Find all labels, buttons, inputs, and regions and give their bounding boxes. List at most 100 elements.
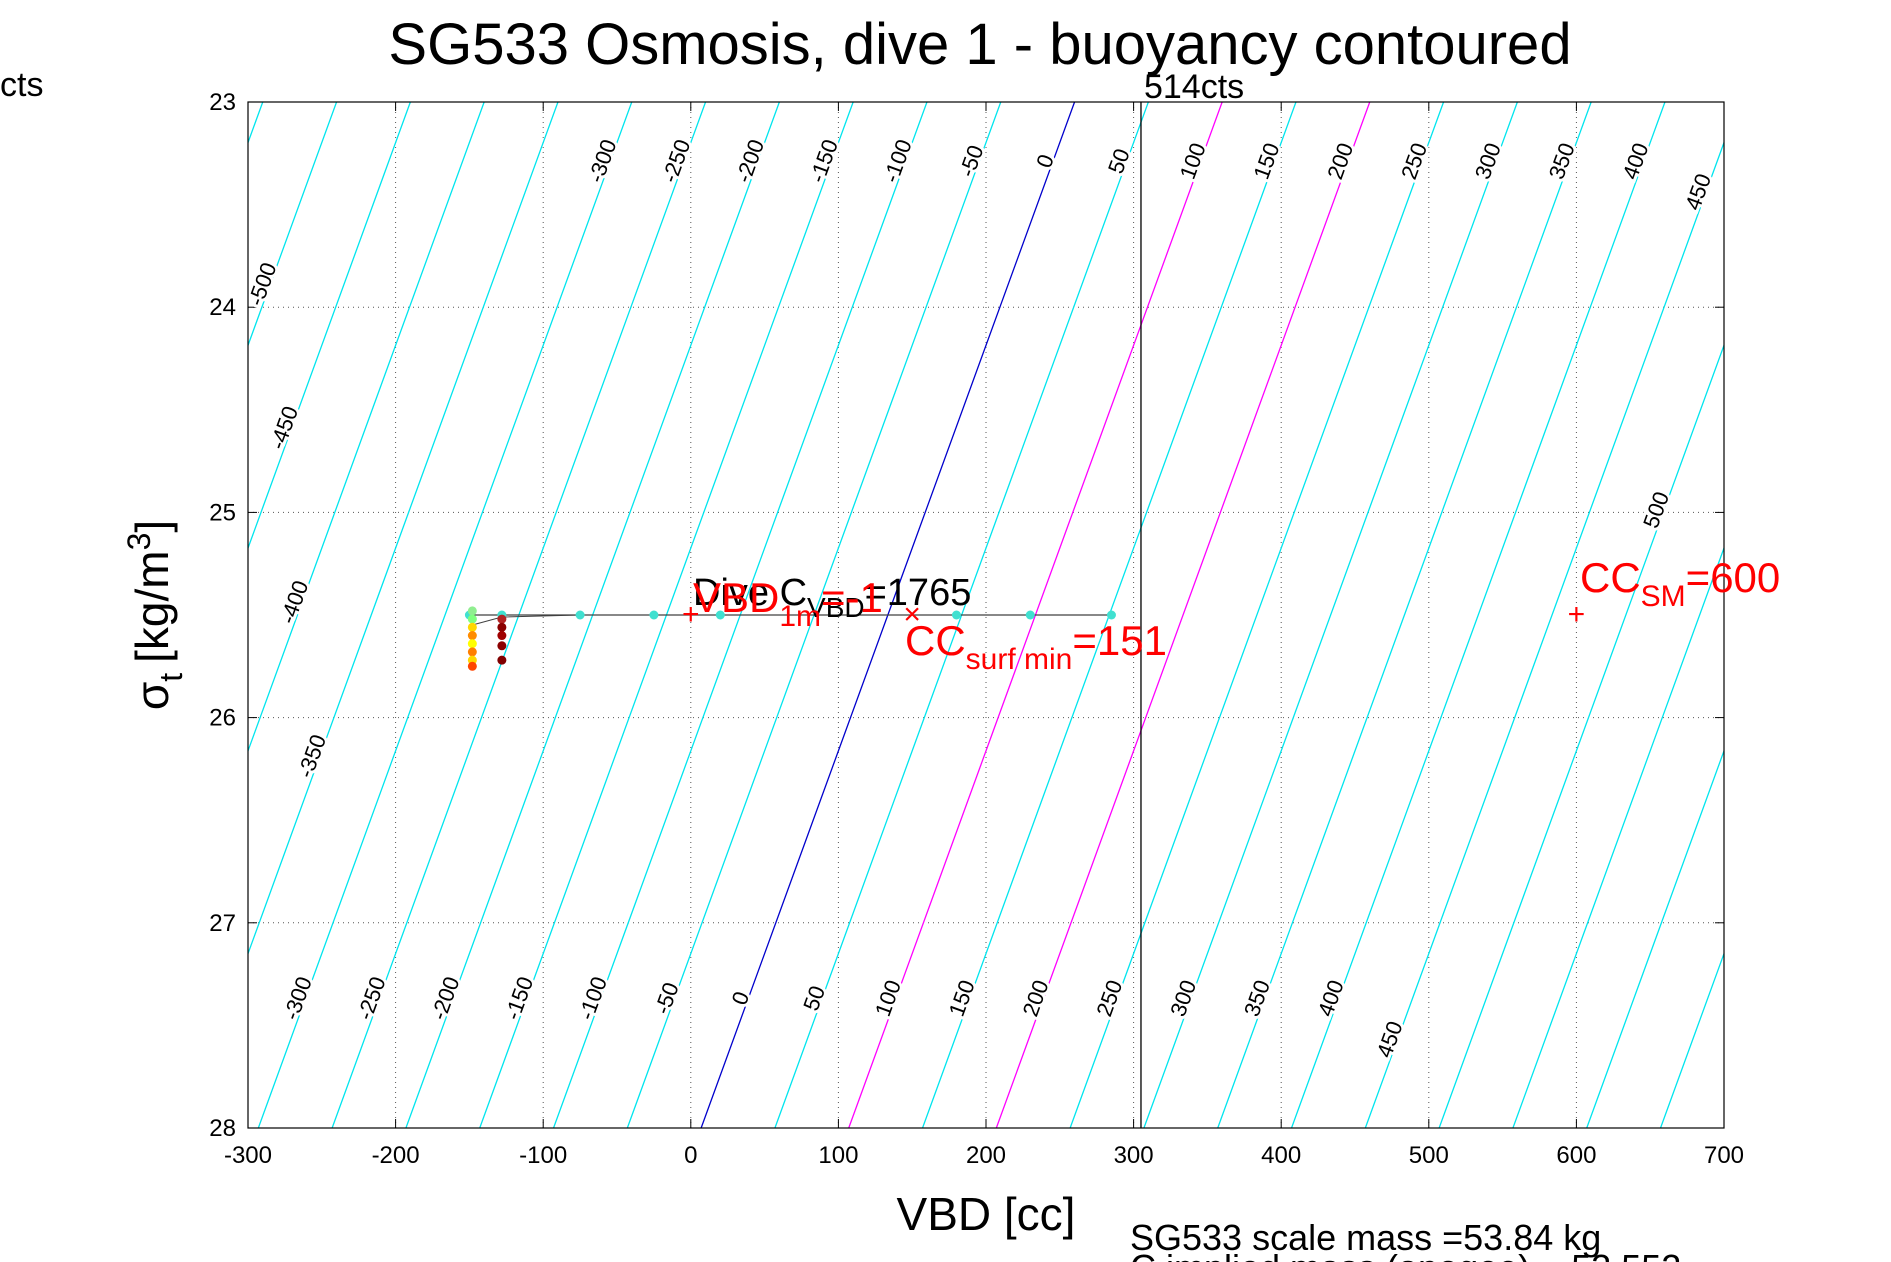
dive-track-point [649,610,659,620]
contour-label-layer: -300 -250 -200 -150 -100 -50 0 50 100 150 200 250 30… [240,133,1719,1064]
contour-label: 0 [1031,151,1059,171]
cluster-point [467,606,477,616]
x-tick-label: 100 [818,1142,858,1169]
contour-line [1290,102,1666,1128]
y-axis-label-sub: t [153,673,189,682]
marker-point: × [903,598,921,631]
cc-surf-value: =151 [1072,617,1167,664]
x-tick-label: 400 [1261,1142,1301,1169]
contour-line [1659,951,1724,1128]
y-tick-labels: 23 24 25 26 27 28 [209,89,236,1142]
dive-track-point [951,610,961,620]
contour-line [257,102,633,1128]
contour-label: 100 [870,977,906,1020]
y-axis-label: σt [kg/m3] [121,520,189,710]
contour-line [248,102,411,550]
contour-label: -200 [731,136,770,186]
contour-label: -150 [500,973,539,1023]
dive-c-value: =1765 [865,572,972,614]
cc-surf-main: CC [905,617,966,664]
contour-label: 50 [1103,145,1135,177]
contour-label: -50 [954,142,988,180]
cluster-point [497,622,507,632]
y-tick-label: 28 [209,1115,236,1142]
cluster-point [497,631,507,641]
dive-track-point [575,610,585,620]
x-tick-label: -100 [519,1142,567,1169]
contour-label: 400 [1617,139,1653,182]
contour-label: -400 [275,577,314,627]
x-tick-label: -300 [224,1142,272,1169]
contour-label: 300 [1165,977,1201,1020]
contour-label: -250 [352,973,391,1023]
cc-surf-sub: surf min [966,643,1073,676]
cluster-point [497,655,507,665]
contour-line [1069,102,1445,1128]
contour-label: -100 [878,136,917,186]
contour-label: 150 [944,977,980,1020]
contour-line [1364,140,1724,1128]
contour-line [995,102,1371,1128]
chart-title: SG533 Osmosis, dive 1 - buoyancy contour… [388,12,1571,77]
contour-line [1143,102,1518,1128]
cluster-point [467,614,477,624]
cluster-point [467,631,477,641]
dive-c-main: Dive C [693,572,807,614]
cluster-point [497,614,507,624]
contour-label: 350 [1239,977,1275,1020]
data-layer: + × + [464,598,1585,671]
contour-label: -500 [243,259,282,309]
marker-point: + [682,598,700,631]
contour-label: 200 [1018,977,1054,1020]
dive-track-point [715,610,725,620]
contour-line [1438,343,1724,1128]
dive-c-sub: VBD [807,592,865,623]
cluster-point [467,655,477,665]
dive-track-line-2 [472,614,581,626]
contour-label: -300 [278,973,317,1023]
y-tick-label: 27 [209,910,236,937]
x-tick-label: 500 [1409,1142,1449,1169]
contour-label: 250 [1396,139,1432,182]
cc-surf-annotation: CCsurf min=151 [905,617,1167,676]
contour-label: 200 [1322,139,1358,182]
x-tick-label: 700 [1704,1142,1744,1169]
y-tick-label: 24 [209,294,236,321]
x-tick-label: -200 [372,1142,420,1169]
scale-mass-note: SG533 scale mass =53.84 kg [1130,1217,1601,1258]
dive-c-annotation: Dive CVBD=1765 [693,572,971,623]
vbd-1m-annotation: VBD1m=-1 [693,574,883,633]
x-tick-label: 300 [1114,1142,1154,1169]
contour-line [0,102,41,1128]
contour-line [1512,546,1724,1128]
y-tick-label: 23 [209,89,236,116]
cc-sm-sub: SM [1641,580,1686,613]
contour-label: 400 [1313,977,1349,1020]
y-axis-label-close: ] [126,520,178,533]
contour-label: 100 [1175,139,1211,182]
vbd-1m-main: VBD [693,574,779,621]
contour-label: 0 [727,988,755,1008]
y-tick-label: 25 [209,499,236,526]
vbd-1m-sub: 1m [779,600,821,633]
contour-line [1217,102,1592,1128]
cluster-point [497,641,507,651]
contour-layer [0,102,1724,1128]
cc-sm-main: CC [1580,554,1641,601]
cluster-point [467,647,477,657]
contour-label: 500 [1638,488,1674,531]
cc-sm-annotation: CCSM=600 [1580,554,1780,613]
contour-label: -50 [649,979,683,1017]
contour-label: 350 [1544,139,1580,182]
contour-label: -200 [426,973,465,1023]
cc-sm-value: =600 [1686,554,1781,601]
contour-line [248,102,338,348]
x-tick-label: 0 [684,1142,697,1169]
x-axis-label: VBD [cc] [897,1188,1076,1240]
contour-line [0,102,115,1128]
contour-label: -150 [804,136,843,186]
dive-track-point [1025,610,1035,620]
x-tick-labels: -300 -200 -100 0 100 200 300 400 500 600 700 [224,1142,1744,1169]
contour-label: -300 [583,136,622,186]
implied-mass-note: C implied mass (apogee) = 53.552 [1130,1247,1681,1262]
